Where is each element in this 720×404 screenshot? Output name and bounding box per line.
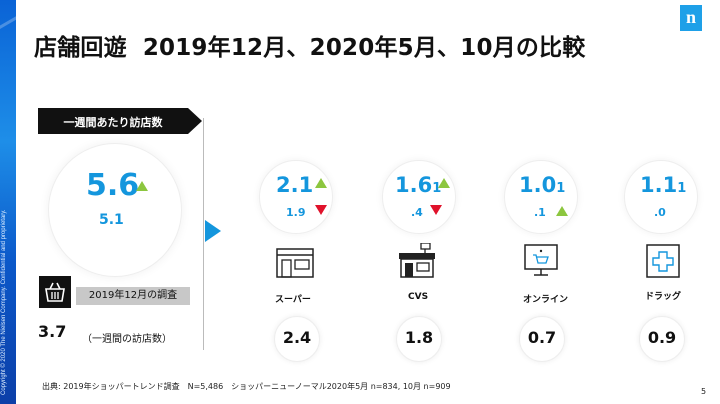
sidebar-decoration: Copyright © 2020 The Nielsen Company. Co… (0, 0, 16, 404)
weekly-visits-banner: 一週間あたり訪店数 (38, 108, 202, 134)
online-up-arrow-icon (556, 206, 568, 216)
page-title: 店舗回遊 2019年12月、2020年5月、10月の比較 (34, 28, 585, 62)
drugstore-icon (643, 243, 685, 279)
overall-current-value: 5.6 (86, 168, 140, 203)
supermarket-previous-value: 1.9 (286, 206, 306, 219)
overall-previous-value: 5.1 (99, 212, 124, 228)
online-baseline-value: 0.7 (527, 328, 557, 347)
cvs-circle (382, 160, 456, 234)
category-label-supermarket: スーパー (275, 295, 311, 305)
supermarket-baseline-value: 2.4 (282, 328, 312, 347)
copyright-notice: Copyright © 2020 The Nielsen Company. Co… (1, 209, 7, 395)
page-number: 5 (701, 387, 707, 396)
baseline-caption: （一週間の訪店数） (82, 334, 172, 345)
cvs-previous-value: .4 (411, 206, 423, 219)
supermarket-up-arrow-icon (315, 178, 327, 188)
cvs-baseline-circle (396, 316, 442, 362)
basket-icon (39, 276, 71, 308)
drugstore-baseline-value: 0.9 (647, 328, 677, 347)
cvs-current-value: 1.61 (395, 173, 442, 197)
title-part-2: 2019年12月、2020年5月、10月の比較 (142, 35, 586, 61)
online-shopping-icon (523, 243, 565, 279)
convenience-store-icon (397, 242, 439, 279)
survey-period-label: 2019年12月の調査 (76, 287, 190, 305)
play-arrow-icon (205, 220, 221, 242)
online-current-value: 1.01 (519, 173, 566, 197)
baseline-total-value: 3.7 (38, 322, 67, 341)
supermarket-baseline-circle (274, 316, 320, 362)
drugstore-previous-value: .0 (654, 206, 666, 219)
source-note: 出典: 2019年ショッパートレンド調査 N=5,486 ショッパーニューノーマ… (42, 382, 451, 391)
online-baseline-circle (519, 316, 565, 362)
cvs-baseline-value: 1.8 (404, 328, 434, 347)
drugstore-current-value: 1.11 (640, 173, 687, 197)
supermarket-icon (275, 245, 317, 281)
drugstore-circle (624, 160, 698, 234)
overall-up-arrow-icon (136, 181, 148, 191)
supermarket-down-arrow-icon (315, 205, 327, 215)
supermarket-circle (259, 160, 333, 234)
cvs-up-arrow-icon (438, 178, 450, 188)
category-label-online: オンライン (523, 295, 569, 305)
banner-label: 一週間あたり訪店数 (63, 116, 163, 129)
drugstore-baseline-circle (639, 316, 685, 362)
online-circle (504, 160, 578, 234)
nielsen-logo: n (680, 5, 702, 31)
category-label-cvs: CVS (408, 292, 429, 302)
cvs-down-arrow-icon (430, 205, 442, 215)
overall-circle (48, 143, 182, 277)
category-label-drugstore: ドラッグ (645, 292, 682, 302)
title-part-1: 店舗回遊 (34, 35, 127, 61)
online-previous-value: .1 (534, 206, 546, 219)
section-divider (203, 118, 204, 350)
supermarket-current-value: 2.1 (276, 173, 314, 197)
